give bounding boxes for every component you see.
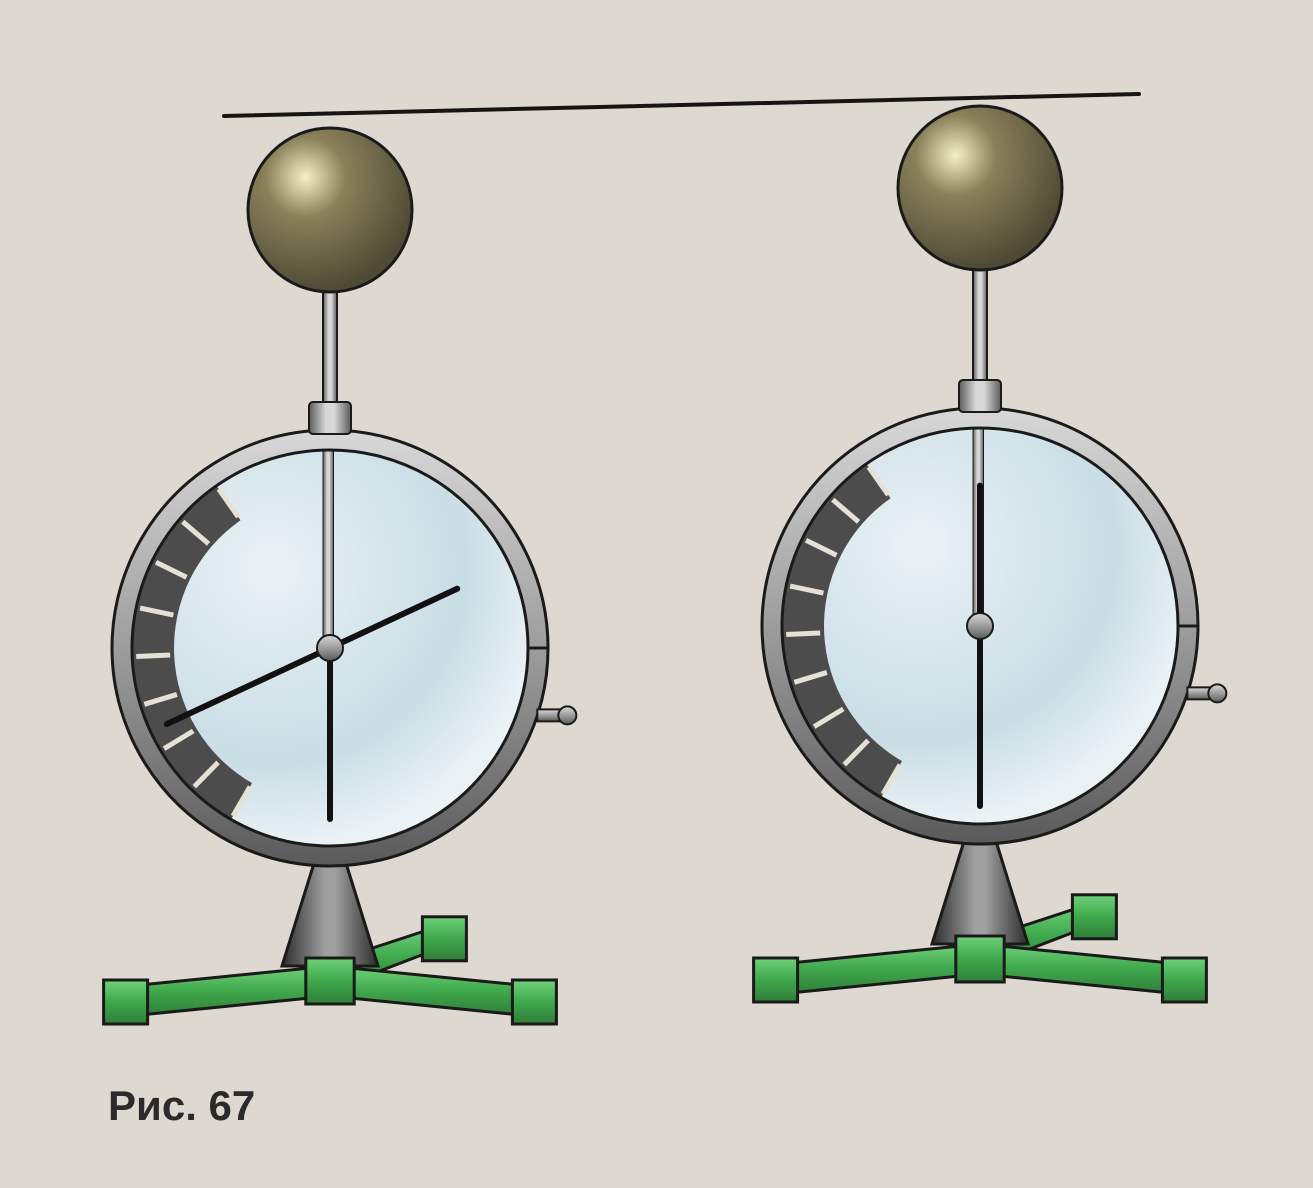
collar bbox=[959, 380, 1001, 412]
conductor-ball bbox=[248, 128, 412, 292]
pivot bbox=[317, 635, 343, 661]
scale-tick bbox=[786, 633, 820, 634]
stem bbox=[323, 280, 337, 402]
inner-stem bbox=[323, 450, 334, 642]
conductor-ball bbox=[898, 106, 1062, 270]
diagram-svg bbox=[0, 0, 1313, 1188]
figure-stage: Рис. 67 bbox=[0, 0, 1313, 1188]
collar bbox=[309, 402, 351, 434]
scale-tick bbox=[136, 655, 170, 656]
figure-caption: Рис. 67 bbox=[108, 1082, 255, 1130]
pivot bbox=[967, 613, 993, 639]
stem bbox=[973, 258, 987, 380]
